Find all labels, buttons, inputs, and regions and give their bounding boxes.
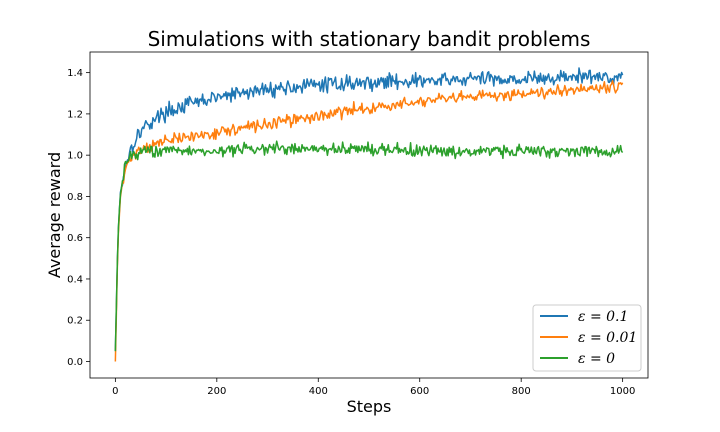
- legend-label-eps-0: ε = 0: [578, 351, 615, 367]
- y-tick-label: 0.2: [67, 316, 83, 327]
- legend-box: [532, 304, 642, 372]
- x-axis-title: Steps: [347, 397, 392, 416]
- x-tick-label: 400: [309, 386, 328, 397]
- legend: ε = 0.1 ε = 0.01 ε = 0: [532, 304, 642, 372]
- x-tick-label: 800: [512, 386, 531, 397]
- y-tick-label: 1.0: [67, 151, 83, 162]
- axes-frame: [89, 51, 649, 379]
- series-eps-0-01-line: [114, 80, 624, 362]
- y-axis: 0.0 0.2 0.4 0.6 0.8 1.0 1.2 1.4: [67, 68, 90, 368]
- legend-label-eps-0-1: ε = 0.1: [578, 309, 628, 325]
- plot-area: [114, 67, 624, 362]
- y-tick-label: 1.2: [67, 109, 83, 120]
- x-tick-label: 0: [112, 386, 118, 397]
- x-tick-label: 600: [410, 386, 429, 397]
- y-tick-label: 0.8: [67, 192, 83, 203]
- x-tick-label: 200: [207, 386, 226, 397]
- y-axis-title: Average reward: [45, 152, 64, 278]
- legend-label-eps-0-01: ε = 0.01: [578, 330, 637, 346]
- y-tick-label: 1.4: [67, 68, 83, 79]
- y-tick-label: 0.6: [67, 233, 83, 244]
- x-axis: 0 200 400 600 800 1000: [112, 378, 635, 397]
- series-eps-0-line: [114, 140, 624, 352]
- y-tick-label: 0.0: [67, 357, 83, 368]
- y-tick-label: 0.4: [67, 274, 83, 285]
- series-eps-0-1-line: [114, 67, 624, 352]
- x-tick-label: 1000: [610, 386, 635, 397]
- chart-title: Simulations with stationary bandit probl…: [148, 27, 591, 51]
